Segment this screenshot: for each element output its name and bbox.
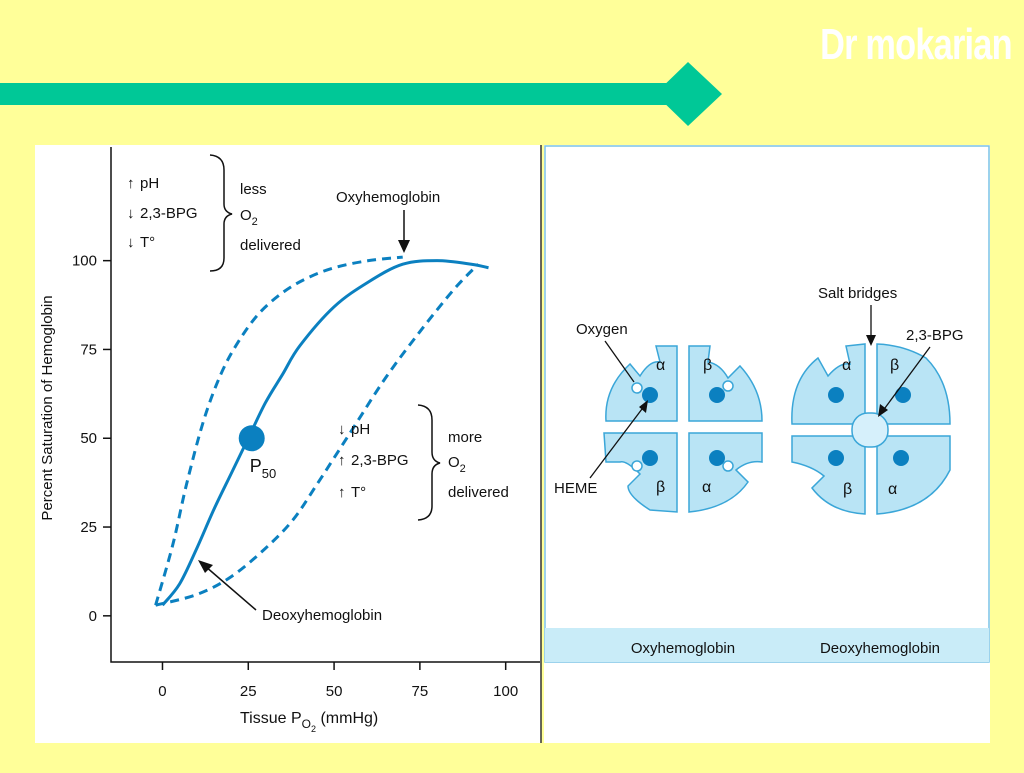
annotation-ph: pH — [140, 175, 159, 192]
alpha-subunit — [605, 345, 678, 422]
heme-icon — [709, 450, 725, 466]
oxygen-icon — [631, 382, 643, 394]
heme-icon — [828, 450, 844, 466]
x-tick-label: 0 — [158, 683, 166, 700]
beta-label: β — [656, 479, 665, 496]
bpg-pointer — [881, 346, 931, 413]
heme-arrowhead — [639, 400, 648, 413]
right-shift-annotation: ↓ ↑ ↑ pH 2,3-BPG T° more O2 delivered — [338, 404, 509, 521]
oxyhemoglobin-label: Oxyhemoglobin — [336, 189, 440, 206]
y-tick-label: 50 — [80, 430, 97, 447]
alpha-subunit — [791, 343, 866, 425]
oxygen-icon — [722, 460, 734, 472]
oxyhemoglobin-tetramer — [603, 345, 763, 513]
annotation-bpg: 2,3-BPG — [140, 205, 198, 222]
heme-label: HEME — [554, 480, 597, 497]
arrow-down-icon: ↓ — [127, 205, 135, 222]
alpha-label: α — [842, 357, 851, 374]
heme-icon — [642, 450, 658, 466]
deoxyhemoglobin-tetramer — [791, 343, 951, 515]
y-tick-label: 25 — [80, 519, 97, 536]
x-tick-label: 75 — [412, 683, 429, 700]
alpha-label: α — [888, 481, 897, 498]
deoxyhemoglobin-arrowhead — [198, 560, 213, 573]
arrow-up-icon: ↑ — [127, 175, 135, 192]
annotation-brace — [209, 154, 233, 272]
annotation-delivered: delivered — [240, 237, 301, 254]
alpha-subunit — [688, 432, 763, 513]
annotation-o2: O2 — [240, 207, 258, 228]
plot-frame — [110, 147, 540, 663]
annotation-delivered: delivered — [448, 484, 509, 501]
deoxyhemoglobin-label: Deoxyhemoglobin — [262, 607, 382, 624]
beta-label: β — [703, 357, 712, 374]
x-axis-label: Tissue PO2 (mmHg) — [240, 710, 378, 734]
x-tick-label: 50 — [326, 683, 343, 700]
x-tick-label: 100 — [493, 683, 518, 700]
bpg-label: 2,3-BPG — [906, 327, 964, 344]
arrow-up-icon: ↑ — [338, 452, 346, 469]
oxygen-icon — [722, 380, 734, 392]
alpha-label: α — [656, 357, 665, 374]
author-watermark: Dr mokarian — [820, 20, 1012, 69]
annotation-temp: T° — [351, 484, 366, 501]
arrow-down-icon: ↓ — [338, 421, 346, 438]
accent-diamond — [655, 62, 722, 126]
beta-subunit — [603, 432, 678, 513]
heme-icon — [893, 450, 909, 466]
shifted-curve-1 — [154, 255, 403, 606]
salt-bridges-label: Salt bridges — [818, 285, 897, 302]
alpha-subunit — [791, 435, 866, 515]
annotation-brace — [417, 404, 441, 521]
p50-label: P50 — [250, 456, 276, 481]
deoxyhemoglobin-arrow — [204, 565, 257, 611]
beta-subunit — [876, 343, 951, 425]
x-tick-label: 25 — [240, 683, 257, 700]
heme-icon — [895, 387, 911, 403]
annotation-less: less — [240, 181, 267, 198]
caption-deoxyhemoglobin: Deoxyhemoglobin — [820, 640, 940, 657]
annotation-o2: O2 — [448, 454, 466, 475]
annotation-bpg: 2,3-BPG — [351, 452, 409, 469]
bpg-molecule — [851, 412, 889, 448]
oxygen-label: Oxygen — [576, 321, 628, 338]
shifted-curve-2 — [155, 263, 480, 607]
oxygen-pointer — [604, 340, 635, 383]
p50-point — [238, 425, 265, 452]
heme-icon — [709, 387, 725, 403]
y-tick-label: 100 — [72, 253, 97, 270]
annotation-more: more — [448, 429, 482, 446]
beta-label: β — [843, 481, 852, 498]
y-tick-label: 75 — [80, 341, 97, 358]
annotation-ph: pH — [351, 421, 370, 438]
arrow-down-icon: ↓ — [127, 234, 135, 251]
annotation-temp: T° — [140, 234, 155, 251]
accent-bar — [0, 83, 690, 105]
heme-pointer — [589, 404, 646, 479]
y-axis-label: Percent Saturation of Hemoglobin — [39, 295, 56, 520]
alpha-label: α — [702, 479, 711, 496]
left-shift-annotation: ↑ ↓ ↓ pH 2,3-BPG T° less O2 delivered — [127, 154, 301, 272]
y-tick-label: 0 — [89, 608, 97, 625]
beta-label: β — [890, 357, 899, 374]
arrow-up-icon: ↑ — [338, 484, 346, 501]
caption-oxyhemoglobin: Oxyhemoglobin — [631, 640, 735, 657]
graph-panel — [35, 145, 541, 743]
salt-bridges-arrowhead — [866, 335, 876, 346]
heme-icon — [642, 387, 658, 403]
heme-icon — [828, 387, 844, 403]
oxygen-dissociation-chart: 0 25 50 75 100 0 25 50 75 100 P50 Percent Satura… — [39, 145, 542, 743]
oxygen-icon — [631, 460, 643, 472]
oxyhemoglobin-curve — [161, 259, 489, 607]
oxyhemoglobin-arrowhead — [398, 240, 410, 253]
caption-bar — [545, 628, 989, 662]
bpg-arrowhead — [878, 404, 888, 417]
